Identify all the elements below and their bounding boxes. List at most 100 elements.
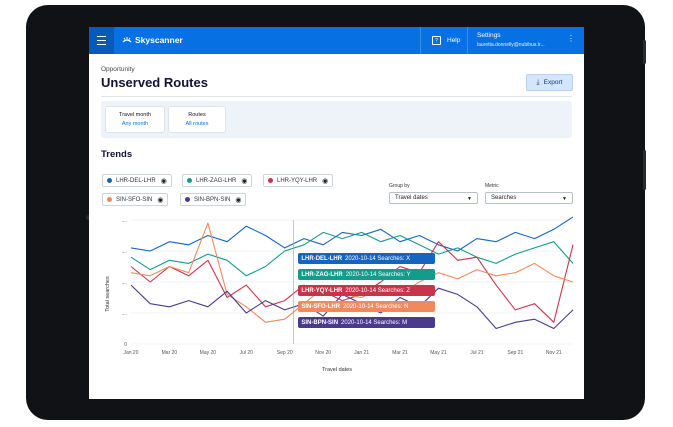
series-dot — [187, 178, 192, 183]
x-tick-label: Nov 21 — [546, 350, 562, 356]
more-vertical-icon[interactable]: ⋮ — [567, 34, 575, 43]
tooltip-row: LHR-DEL-LHR 2020-10-14 Searches: X — [298, 253, 436, 264]
x-axis-label: Travel dates — [322, 367, 352, 373]
app-screen: Skyscanner ? Help Settings lauretta.donn… — [89, 27, 584, 399]
series-dot — [268, 178, 273, 183]
tooltip-text: 2020-10-14 Searches: M — [341, 319, 408, 326]
filter-label: Routes — [188, 112, 206, 118]
eye-icon[interactable]: ◉ — [241, 177, 248, 185]
caret-down-icon: ▼ — [562, 196, 567, 202]
user-email: lauretta.donnelly@nubibus.tr... — [477, 42, 545, 48]
y-axis-label: Total searches — [105, 276, 111, 312]
top-bar: Skyscanner ? Help Settings lauretta.donn… — [89, 27, 584, 54]
tooltip-row: SIN-SFO-LHR 2020-10-14 Searches: N — [298, 301, 436, 312]
series-line-lhr-zag-lhr — [130, 231, 574, 277]
series-dot — [185, 197, 190, 202]
x-tick-label: Sep 21 — [507, 350, 523, 356]
x-tick-label: Jul 21 — [470, 350, 484, 356]
chip-label: LHR-ZAG-LHR — [196, 177, 237, 184]
skyscanner-logo-icon — [122, 37, 132, 43]
filter-bar: Travel month Any month Routes All routes — [101, 101, 572, 138]
metric-label: Metric — [485, 183, 499, 189]
chip-label: LHR-DEL-LHR — [116, 177, 156, 184]
filter-label: Travel month — [119, 112, 151, 118]
settings-title: Settings — [477, 32, 501, 39]
tooltip-text: 2020-10-14 Searches: Z — [345, 287, 411, 294]
series-dot — [107, 197, 112, 202]
logo[interactable]: Skyscanner — [122, 35, 183, 45]
x-tick-label: Jul 20 — [240, 350, 254, 356]
caret-down-icon: ▼ — [467, 196, 472, 202]
y-axis-ticks: 0................ — [121, 218, 127, 348]
metric-select[interactable]: Searches ▼ — [485, 192, 573, 204]
tooltip-text: 2020-10-14 Searches: X — [345, 255, 411, 262]
x-tick-label: Mar 21 — [392, 350, 408, 356]
download-icon: ⤓ — [536, 78, 540, 86]
eye-icon[interactable]: ◉ — [160, 177, 167, 185]
tooltip-row: LHR-ZAG-LHR 2020-10-14 Searches: Y — [298, 269, 436, 280]
travel-month-filter[interactable]: Travel month Any month — [105, 106, 165, 133]
x-axis-ticks: Jan 20 Mar 20 May 20 Jul 20 Sep 20 Nov 20 Jan … — [123, 350, 561, 356]
group-by-label: Group by — [389, 183, 410, 189]
hamburger-icon — [97, 36, 106, 45]
legend-chip-sin-bpn[interactable]: SIN-BPN-SIN ◉ — [180, 193, 247, 206]
tooltip-route: LHR-YQY-LHR — [301, 287, 343, 294]
volume-button — [643, 40, 646, 64]
tooltip-row: LHR-YQY-LHR 2020-10-14 Searches: Z — [298, 285, 436, 296]
help-button[interactable]: ? Help — [420, 27, 468, 54]
series-line-lhr-del-lhr — [130, 216, 574, 252]
tooltip-row: SIN-BPN-SIN 2020-10-14 Searches: M — [298, 317, 436, 328]
group-by-value: Travel dates — [395, 195, 428, 201]
chip-label: SIN-BPN-SIN — [194, 196, 231, 203]
breadcrumb: Opportunity — [101, 66, 135, 73]
eye-icon[interactable]: ◉ — [235, 196, 242, 204]
chip-label: LHR-YQY-LHR — [277, 177, 318, 184]
metric-value: Searches — [491, 195, 517, 201]
tooltip-text: 2020-10-14 Searches: N — [343, 303, 409, 310]
series-line-lhr-yqy-lhr — [130, 241, 574, 323]
routes-filter[interactable]: Routes All routes — [168, 106, 226, 133]
export-button[interactable]: ⤓ Export — [526, 74, 573, 91]
camera — [86, 215, 91, 220]
x-tick-label: Mar 20 — [162, 350, 178, 356]
tooltip-route: SIN-SFO-LHR — [301, 303, 341, 310]
export-label: Export — [543, 79, 563, 86]
legend-chip-lhr-zag[interactable]: LHR-ZAG-LHR ◉ — [182, 174, 253, 187]
filter-value: Any month — [121, 121, 149, 127]
tooltip-route: LHR-DEL-LHR — [301, 255, 343, 262]
section-title: Trends — [101, 149, 133, 160]
x-tick-label: Nov 20 — [315, 350, 331, 356]
legend-chip-lhr-del[interactable]: LHR-DEL-LHR ◉ — [102, 174, 172, 187]
tooltip-text: 2020-10-14 Searches: Y — [345, 271, 411, 278]
y-tick-label: .... — [121, 249, 127, 255]
chart-grid — [131, 219, 573, 345]
menu-button[interactable] — [89, 27, 114, 54]
legend-chip-lhr-yqy[interactable]: LHR-YQY-LHR ◉ — [263, 174, 334, 187]
series-line-sin-bpn-sin — [130, 284, 574, 330]
help-icon: ? — [432, 36, 441, 45]
filter-value: All routes — [185, 121, 209, 127]
series-dot — [107, 178, 112, 183]
y-tick-label: .... — [121, 218, 127, 224]
group-by-select[interactable]: Travel dates ▼ — [389, 192, 478, 204]
eye-icon[interactable]: ◉ — [157, 196, 164, 204]
tooltip-route: SIN-BPN-SIN — [301, 319, 339, 326]
help-label: Help — [447, 37, 461, 44]
x-tick-label: May 20 — [200, 350, 217, 356]
settings-menu[interactable]: Settings lauretta.donnelly@nubibus.tr...… — [467, 27, 584, 54]
x-tick-label: Jan 21 — [354, 350, 369, 356]
eye-icon[interactable]: ◉ — [322, 177, 329, 185]
y-tick-label: 0 — [124, 342, 127, 348]
x-tick-label: Sep 20 — [277, 350, 293, 356]
divider — [101, 96, 572, 97]
chip-label: SIN-SFO-SIN — [116, 196, 153, 203]
x-tick-label: Jan 20 — [123, 350, 138, 356]
y-tick-label: .... — [121, 280, 127, 286]
power-button — [643, 150, 646, 190]
x-tick-label: May 21 — [430, 350, 447, 356]
y-tick-label: .... — [121, 311, 127, 317]
page-title: Unserved Routes — [101, 75, 208, 90]
tooltip-route: LHR-ZAG-LHR — [301, 271, 343, 278]
logo-text: Skyscanner — [135, 35, 183, 45]
legend-chip-sin-sfo[interactable]: SIN-SFO-SIN ◉ — [102, 193, 169, 206]
